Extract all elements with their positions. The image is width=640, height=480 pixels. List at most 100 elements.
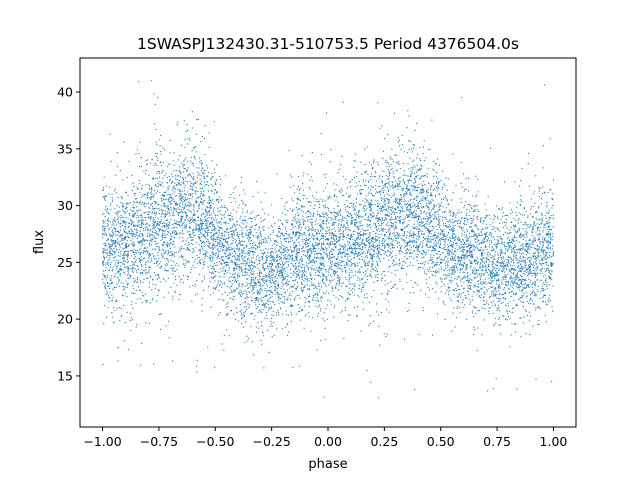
data-point — [532, 216, 534, 218]
data-point — [412, 240, 414, 242]
data-point — [162, 170, 164, 172]
data-point — [148, 213, 150, 216]
data-point — [323, 264, 325, 267]
data-point — [416, 200, 418, 202]
data-point — [240, 262, 242, 265]
data-point — [424, 227, 426, 229]
data-point — [445, 225, 448, 227]
data-point — [114, 264, 116, 266]
data-point — [158, 231, 160, 233]
data-point — [315, 260, 317, 262]
data-point — [111, 229, 114, 231]
data-point — [327, 318, 329, 320]
data-point — [462, 230, 464, 232]
data-point — [202, 188, 204, 190]
data-point — [383, 195, 386, 197]
data-point — [508, 242, 510, 244]
data-point — [263, 252, 265, 254]
data-point — [362, 283, 364, 285]
data-point — [127, 267, 129, 269]
data-point — [240, 252, 243, 254]
data-point — [167, 187, 169, 189]
data-point — [292, 275, 294, 277]
data-point — [173, 164, 175, 166]
data-point — [322, 275, 324, 277]
data-point — [134, 254, 136, 256]
data-point — [159, 184, 161, 186]
data-point — [348, 241, 350, 243]
data-point — [195, 247, 197, 249]
data-point — [414, 215, 416, 217]
data-point — [314, 223, 316, 225]
data-point — [245, 321, 247, 323]
data-point — [290, 320, 292, 322]
data-point — [192, 192, 194, 195]
data-point — [207, 226, 209, 229]
data-point — [301, 278, 303, 281]
data-point — [217, 251, 220, 253]
data-point — [189, 137, 191, 139]
data-point — [487, 264, 489, 266]
data-point — [297, 285, 299, 287]
data-point — [384, 228, 386, 230]
data-point — [497, 279, 499, 281]
data-point — [438, 187, 440, 189]
data-point — [296, 198, 298, 200]
data-point — [476, 260, 478, 262]
data-point — [388, 184, 390, 186]
data-point — [344, 244, 347, 246]
data-point — [339, 264, 341, 266]
data-point — [193, 177, 195, 179]
data-point — [485, 271, 487, 273]
data-point — [362, 215, 364, 217]
data-point — [123, 304, 125, 306]
data-point — [328, 292, 330, 294]
data-point — [110, 253, 112, 255]
data-point — [161, 249, 163, 251]
data-point — [401, 187, 403, 189]
data-point — [175, 208, 177, 210]
data-point — [299, 219, 301, 221]
data-point — [540, 270, 542, 272]
data-point — [165, 234, 167, 236]
data-point — [174, 182, 176, 184]
data-point — [469, 246, 471, 249]
data-point — [497, 290, 499, 292]
data-point — [155, 128, 157, 131]
data-point — [381, 187, 383, 189]
data-point — [519, 255, 521, 257]
data-point — [392, 170, 394, 172]
data-point — [242, 260, 244, 262]
data-point — [195, 151, 197, 153]
data-point — [209, 198, 211, 200]
data-point — [446, 244, 448, 246]
data-point — [411, 240, 413, 242]
data-point — [251, 261, 253, 263]
data-point — [519, 204, 521, 206]
data-point — [410, 194, 412, 197]
data-point — [523, 214, 526, 216]
data-point — [499, 324, 501, 326]
data-point — [474, 307, 476, 309]
data-point — [204, 216, 206, 218]
data-point — [298, 226, 301, 228]
data-point — [308, 229, 310, 231]
data-point — [323, 312, 325, 314]
data-point — [441, 259, 443, 261]
data-point — [104, 277, 106, 279]
data-point — [467, 221, 469, 223]
data-point — [322, 190, 325, 192]
data-point — [386, 308, 388, 310]
data-point — [399, 245, 401, 247]
data-point — [547, 239, 549, 241]
data-point — [216, 256, 219, 258]
data-point — [349, 314, 351, 316]
data-point — [542, 290, 545, 292]
data-point — [481, 260, 483, 262]
data-point — [537, 285, 539, 287]
data-point — [338, 259, 341, 261]
data-point — [491, 255, 493, 257]
data-point — [279, 275, 281, 277]
data-point — [171, 268, 174, 270]
data-point — [123, 229, 125, 231]
